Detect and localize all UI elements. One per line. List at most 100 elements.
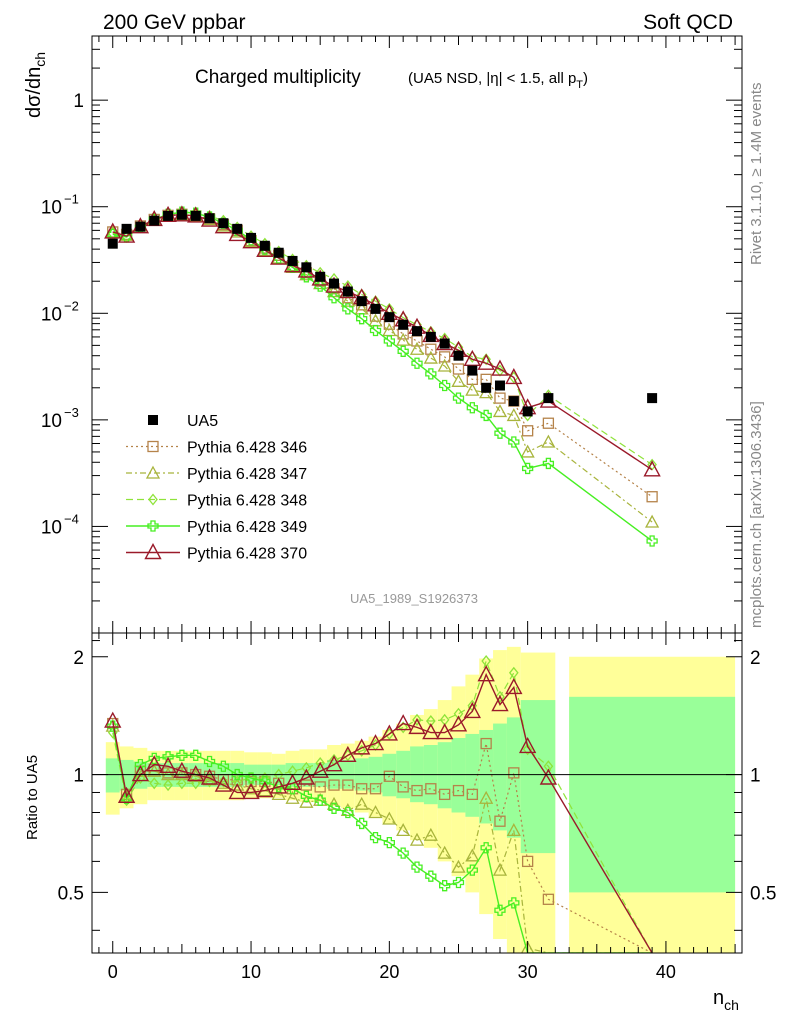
ua5-data-point <box>412 326 422 337</box>
ratio-point <box>218 775 229 788</box>
ratio-point <box>452 876 465 889</box>
ratio-point <box>480 842 492 854</box>
series-layer <box>104 205 661 953</box>
ratio-point <box>273 781 285 793</box>
ratio-point <box>435 723 454 740</box>
ratio-point <box>121 794 132 807</box>
top-y-tick-label: 1 <box>73 91 84 112</box>
series-point <box>451 373 466 387</box>
ratio-point <box>539 768 558 785</box>
series-point <box>326 284 342 298</box>
series-point <box>342 303 354 315</box>
ratio-point <box>314 781 326 793</box>
ua5-data-point <box>204 213 215 224</box>
series-point <box>542 457 555 470</box>
ratio-point <box>495 690 505 703</box>
series-point <box>314 280 326 292</box>
ua5-data-point <box>121 223 132 234</box>
ua5-data-point <box>647 393 658 404</box>
ua5-data-point <box>522 406 533 417</box>
ratio-point <box>394 714 412 731</box>
ratio-point <box>354 796 369 810</box>
series-point <box>463 349 481 367</box>
series-point <box>437 358 452 372</box>
legend-marker <box>144 543 162 560</box>
ratio-point <box>408 717 426 735</box>
top-y-tick-exponent: −4 <box>64 511 79 526</box>
top-y-tick-label: 10 <box>41 304 62 325</box>
ratio-point <box>451 859 466 873</box>
top-y-tick-label: 10 <box>41 517 62 538</box>
ratio-point <box>325 755 343 772</box>
legend-label: Pythia 6.428 348 <box>187 493 307 510</box>
series-point <box>646 535 658 547</box>
ua5-data-point <box>329 278 340 289</box>
plot-title: Charged multiplicity <box>195 67 361 88</box>
series-point <box>356 313 368 325</box>
ua5-data-point <box>149 215 160 226</box>
band-inner <box>465 733 480 817</box>
ratio-point <box>286 783 299 795</box>
series-point <box>494 392 506 404</box>
ratio-point <box>353 738 371 755</box>
ratio-point <box>339 745 357 763</box>
ratio-y-tick-label-left: 2 <box>73 648 84 669</box>
ua5-data-point <box>259 240 270 251</box>
plot-subtitle: (UA5 NSD, |η| < 1.5, all pT) <box>408 70 588 91</box>
ratio-point <box>104 711 122 728</box>
series-point <box>520 444 535 458</box>
ratio-point <box>453 707 464 720</box>
ratio-point <box>271 787 286 801</box>
ua5-data-point <box>453 350 464 361</box>
ua5-data-point <box>356 296 367 307</box>
ratio-point <box>479 790 494 804</box>
ratio-point <box>342 806 354 819</box>
ratio-point <box>311 761 329 778</box>
ratio-point <box>159 756 177 773</box>
series-point <box>328 292 340 304</box>
series-point <box>452 363 465 375</box>
ratio-point <box>242 782 260 800</box>
ratio-point <box>187 765 205 782</box>
ratio-y-tick-label-left: 0.5 <box>58 883 84 904</box>
ratio-point <box>285 790 300 804</box>
ratio-point <box>328 779 340 791</box>
x-tick-label: 40 <box>656 962 676 982</box>
ua5-data-point <box>176 209 187 220</box>
ua5-data-point <box>398 319 409 330</box>
ratio-point <box>148 752 160 765</box>
legend-label: Pythia 6.428 346 <box>187 440 307 457</box>
ratio-point <box>466 864 478 876</box>
ratio-point <box>243 781 259 795</box>
ratio-point <box>177 777 187 790</box>
top-panel-series <box>104 205 661 547</box>
legend-label: Pythia 6.428 347 <box>187 466 307 483</box>
top-y-tick-exponent: −1 <box>64 192 79 207</box>
series-point <box>492 404 508 418</box>
series-point <box>313 276 328 290</box>
ratio-y-tick-label-right: 2 <box>750 648 761 669</box>
mcplots-label: mcplots.cern.ch [arXiv:1306.3436] <box>748 401 765 628</box>
band-inner <box>437 742 452 809</box>
series-point <box>409 341 425 355</box>
series-point <box>104 222 122 239</box>
ua5-data-point <box>481 382 492 393</box>
ua5-data-point <box>508 396 519 407</box>
ratio-point <box>270 777 288 794</box>
ratio-point <box>466 788 478 801</box>
ratio-point <box>439 788 451 801</box>
x-tick-label: 30 <box>518 962 538 982</box>
ratio-point <box>328 802 340 814</box>
series-point <box>397 345 409 357</box>
ratio-panel-series <box>104 655 653 953</box>
ratio-point <box>149 777 160 790</box>
ratio-point <box>368 805 383 819</box>
ratio-point <box>494 815 506 827</box>
x-tick-label: 10 <box>241 962 261 982</box>
legend-marker <box>145 465 161 479</box>
legend-label: UA5 <box>187 413 218 430</box>
ratio-point <box>437 845 452 859</box>
ua5-data-point <box>190 210 201 221</box>
ua5-data-point <box>467 365 478 376</box>
ratio-point <box>256 781 274 798</box>
